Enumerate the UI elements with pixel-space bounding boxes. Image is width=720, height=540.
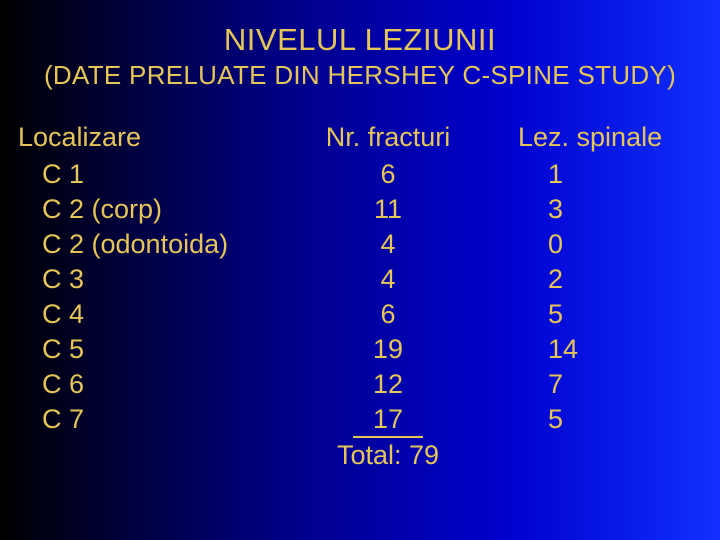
cell-fract: 6 bbox=[278, 297, 498, 332]
table-row: C 4 6 5 bbox=[18, 297, 702, 332]
table-row: C 6 12 7 bbox=[18, 367, 702, 402]
cell-loc: C 4 bbox=[18, 297, 278, 332]
table-row: C 5 19 14 bbox=[18, 332, 702, 367]
header-nr-fracturi: Nr. fracturi bbox=[278, 119, 498, 157]
cell-fract: 4 bbox=[278, 227, 498, 262]
table-header-row: Localizare Nr. fracturi Lez. spinale bbox=[18, 119, 702, 157]
cell-loc: C 5 bbox=[18, 332, 278, 367]
table-row: C 1 6 1 bbox=[18, 157, 702, 192]
total-cell: Total: 79 bbox=[278, 438, 498, 473]
slide-title: NIVELUL LEZIUNII bbox=[0, 0, 720, 58]
total-spacer bbox=[18, 438, 278, 473]
paren-open: ( bbox=[44, 60, 53, 90]
cell-fract: 11 bbox=[278, 192, 498, 227]
cell-loc: C 3 bbox=[18, 262, 278, 297]
cell-lez: 14 bbox=[498, 332, 698, 367]
total-label: Total: bbox=[337, 440, 402, 470]
cell-lez: 2 bbox=[498, 262, 698, 297]
cell-loc: C 7 bbox=[18, 402, 278, 437]
table-row: C 3 4 2 bbox=[18, 262, 702, 297]
cell-lez: 5 bbox=[498, 402, 698, 437]
header-localizare: Localizare bbox=[18, 119, 278, 157]
table-row: C 7 17 5 bbox=[18, 402, 702, 437]
cell-lez: 3 bbox=[498, 192, 698, 227]
total-underline bbox=[353, 436, 423, 438]
slide-subtitle: (DATE PRELUATE DIN HERSHEY C-SPINE STUDY… bbox=[0, 58, 720, 91]
cell-fract: 12 bbox=[278, 367, 498, 402]
total-value: 79 bbox=[409, 440, 439, 470]
cell-fract: 17 bbox=[278, 402, 498, 437]
header-lez-spinale: Lez. spinale bbox=[498, 119, 698, 157]
total-spacer bbox=[498, 438, 698, 473]
total-row: Total: 79 bbox=[18, 438, 702, 473]
cell-loc: C 1 bbox=[18, 157, 278, 192]
cell-lez: 7 bbox=[498, 367, 698, 402]
subtitle-text: DATE PRELUATE DIN HERSHEY C-SPINE STUDY bbox=[53, 60, 667, 90]
cell-loc: C 6 bbox=[18, 367, 278, 402]
cell-fract: 4 bbox=[278, 262, 498, 297]
cell-fract: 6 bbox=[278, 157, 498, 192]
table-row: C 2 (corp) 11 3 bbox=[18, 192, 702, 227]
data-table: Localizare Nr. fracturi Lez. spinale C 1… bbox=[0, 119, 720, 473]
table-row: C 2 (odontoida) 4 0 bbox=[18, 227, 702, 262]
cell-lez: 1 bbox=[498, 157, 698, 192]
cell-loc: C 2 (corp) bbox=[18, 192, 278, 227]
cell-lez: 0 bbox=[498, 227, 698, 262]
cell-loc: C 2 (odontoida) bbox=[18, 227, 278, 262]
paren-close: ) bbox=[667, 60, 676, 90]
cell-fract: 19 bbox=[278, 332, 498, 367]
cell-lez: 5 bbox=[498, 297, 698, 332]
